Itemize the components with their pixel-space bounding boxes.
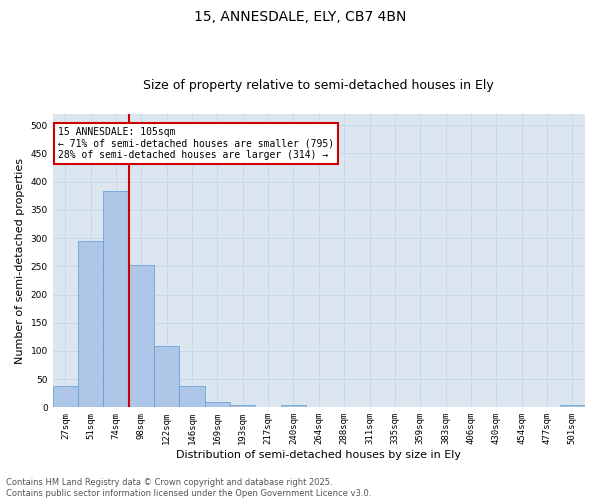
Text: Contains HM Land Registry data © Crown copyright and database right 2025.
Contai: Contains HM Land Registry data © Crown c… (6, 478, 371, 498)
Bar (560, 404, 585, 407)
Title: Size of property relative to semi-detached houses in Ely: Size of property relative to semi-detach… (143, 79, 494, 92)
Y-axis label: Number of semi-detached properties: Number of semi-detached properties (15, 158, 25, 364)
Bar (154, 346, 179, 408)
Bar (179, 386, 205, 407)
Bar (230, 404, 256, 407)
X-axis label: Distribution of semi-detached houses by size in Ely: Distribution of semi-detached houses by … (176, 450, 461, 460)
Bar (205, 402, 230, 407)
Bar (53, 386, 78, 407)
Text: 15 ANNESDALE: 105sqm
← 71% of semi-detached houses are smaller (795)
28% of semi: 15 ANNESDALE: 105sqm ← 71% of semi-detac… (58, 127, 334, 160)
Bar (103, 192, 129, 408)
Bar (78, 241, 103, 408)
Bar (281, 404, 306, 407)
Text: 15, ANNESDALE, ELY, CB7 4BN: 15, ANNESDALE, ELY, CB7 4BN (194, 10, 406, 24)
Bar (129, 264, 154, 408)
